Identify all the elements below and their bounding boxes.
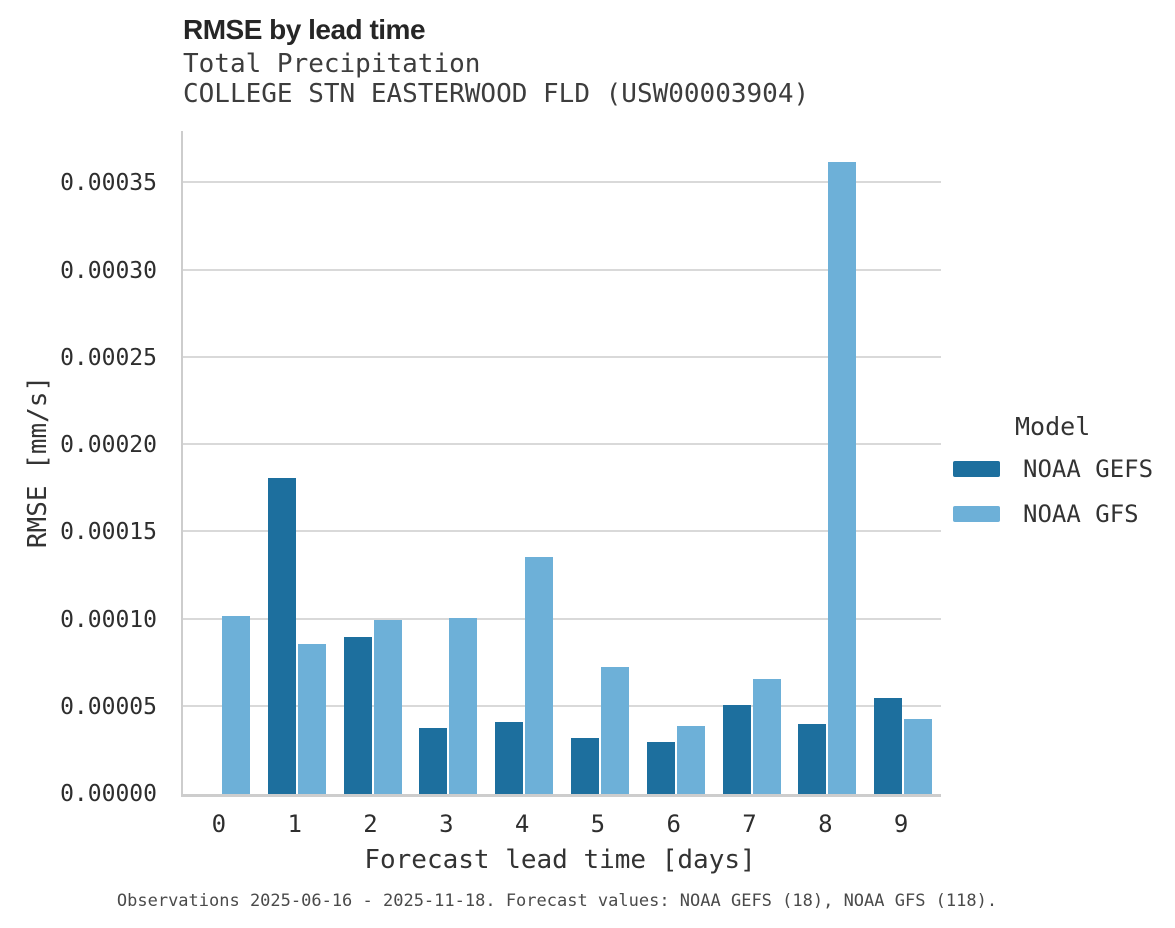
bar-noaa-gfs-lead-2 [373, 619, 402, 794]
legend: Model NOAA GEFS NOAA GFS [953, 412, 1153, 545]
plot-area [181, 131, 941, 797]
chart-subtitle-variable: Total Precipitation [183, 49, 481, 79]
legend-entry-label: NOAA GEFS [1023, 455, 1154, 483]
bar-noaa-gfs-lead-4 [525, 556, 554, 794]
legend-entry: NOAA GEFS [953, 455, 1153, 483]
legend-title: Model [1015, 412, 1091, 441]
legend-entry-label: NOAA GFS [1023, 500, 1139, 528]
y-tick-label: 0.00030 [60, 257, 157, 284]
chart-subtitle-station: COLLEGE STN EASTERWOOD FLD (USW00003904) [183, 79, 810, 109]
bar-noaa-gefs-lead-7 [722, 705, 751, 794]
x-tick-label: 0 [211, 810, 227, 838]
bar-noaa-gefs-lead-3 [419, 727, 448, 794]
y-tick-label: 0.00020 [60, 432, 157, 459]
y-tick-label: 0.00015 [60, 519, 157, 546]
gridline [183, 617, 941, 620]
legend-entries: NOAA GEFS NOAA GFS [953, 455, 1153, 528]
x-tick-label: 5 [590, 810, 606, 838]
gridline [183, 530, 941, 533]
legend-entry: NOAA GFS [953, 500, 1153, 528]
bar-noaa-gefs-lead-2 [343, 636, 372, 794]
legend-swatch-noaa-gfs [953, 506, 1000, 522]
bar-noaa-gfs-lead-7 [752, 678, 781, 794]
bar-noaa-gefs-lead-8 [798, 724, 827, 794]
gridline [183, 443, 941, 446]
x-tick-label: 8 [818, 810, 833, 838]
x-tick-label: 4 [514, 810, 530, 838]
bar-noaa-gfs-lead-1 [297, 643, 326, 794]
bar-noaa-gfs-lead-8 [828, 162, 857, 794]
bar-noaa-gefs-lead-6 [646, 741, 675, 794]
bar-noaa-gefs-lead-1 [267, 478, 296, 794]
x-tick-label: 3 [439, 810, 454, 838]
bar-noaa-gfs-lead-0 [221, 616, 250, 794]
y-tick-label: 0.00025 [60, 344, 157, 371]
x-tick-label: 9 [893, 810, 909, 838]
gridline [183, 355, 941, 358]
x-tick-label: 7 [742, 810, 757, 838]
y-tick-label: 0.00005 [60, 693, 157, 720]
bar-noaa-gfs-lead-9 [904, 718, 933, 794]
y-tick-label: 0.00010 [60, 606, 157, 633]
bar-noaa-gfs-lead-5 [600, 666, 629, 794]
y-tick-label: 0.00035 [60, 170, 157, 197]
y-tick-label: 0.00000 [60, 781, 157, 807]
bar-noaa-gefs-lead-9 [874, 698, 903, 794]
gridline [183, 268, 941, 271]
bar-noaa-gfs-lead-6 [676, 725, 705, 794]
footer-caption: Observations 2025-06-16 - 2025-11-18. Fo… [116, 891, 998, 911]
bar-noaa-gfs-lead-3 [449, 617, 478, 794]
x-tick-label: 6 [666, 810, 681, 838]
x-tick-label: 1 [287, 810, 302, 838]
legend-swatch-noaa-gefs [953, 461, 1000, 477]
x-axis-label: Forecast lead time [days] [364, 845, 756, 875]
bar-noaa-gefs-lead-5 [570, 738, 599, 794]
x-tick-label: 2 [363, 810, 378, 838]
bar-noaa-gefs-lead-4 [495, 722, 524, 794]
gridline [183, 181, 941, 184]
gridline [183, 704, 941, 707]
chart-title: RMSE by lead time [183, 14, 426, 45]
